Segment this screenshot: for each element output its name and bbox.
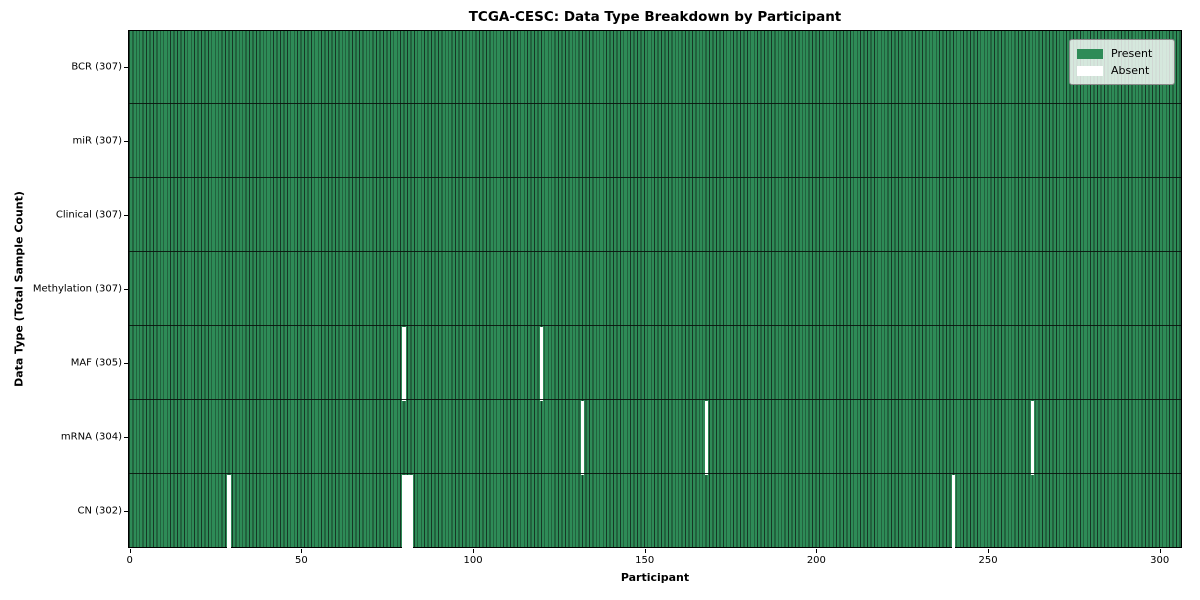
row-separator	[129, 251, 1181, 253]
x-tick-mark	[816, 549, 818, 553]
x-axis-tick-label: 0	[126, 555, 133, 566]
x-tick-mark	[129, 549, 131, 553]
y-axis-tick-label: MAF (305)	[70, 357, 122, 369]
x-tick-mark	[644, 549, 646, 553]
x-axis-tick-label: 100	[463, 555, 483, 566]
y-tick-mark	[124, 437, 128, 438]
legend-absent-swatch	[1077, 65, 1103, 76]
y-axis-tick-label: Clinical (307)	[55, 209, 122, 221]
absent-cell	[409, 474, 413, 549]
y-axis-tick-label: miR (307)	[72, 135, 122, 147]
chart-title: TCGA-CESC: Data Type Breakdown by Partic…	[468, 9, 842, 25]
legend: Present Absent	[1069, 39, 1175, 85]
row-separator	[129, 399, 1181, 401]
y-tick-mark	[124, 215, 128, 216]
y-axis-label: Data Type (Total Sample Count)	[12, 191, 26, 387]
x-tick-mark	[301, 549, 303, 553]
x-tick-mark	[1159, 549, 1161, 553]
x-axis-tick-label: 200	[806, 555, 826, 566]
x-axis-label: Participant	[620, 571, 690, 584]
y-tick-mark	[124, 511, 128, 512]
y-axis-tick-label: CN (302)	[77, 505, 122, 517]
y-axis-tick-label: mRNA (304)	[60, 431, 122, 443]
legend-item-absent: Absent	[1077, 62, 1167, 79]
absent-cell	[402, 474, 406, 549]
legend-present-label: Present	[1111, 47, 1153, 60]
absent-cell	[704, 400, 708, 475]
x-tick-mark	[988, 549, 990, 553]
absent-cell	[539, 326, 544, 401]
x-axis-tick-label: 300	[1150, 555, 1170, 566]
absent-cell	[402, 326, 406, 401]
y-tick-mark	[124, 67, 128, 68]
legend-absent-label: Absent	[1111, 64, 1150, 77]
absent-cell	[405, 474, 410, 549]
row-separator	[129, 473, 1181, 475]
absent-cell	[951, 474, 956, 549]
legend-present-swatch	[1077, 48, 1103, 59]
absent-cell	[580, 400, 585, 475]
y-axis-tick-label: BCR (307)	[71, 61, 122, 73]
x-axis-tick-label: 150	[635, 555, 655, 566]
y-tick-mark	[124, 141, 128, 142]
absent-cell	[227, 474, 231, 549]
plot-area	[128, 30, 1182, 549]
row-separator	[129, 325, 1181, 327]
row-separator	[129, 103, 1181, 105]
y-axis-tick-label: Methylation (307)	[32, 283, 122, 295]
x-tick-mark	[473, 549, 475, 553]
legend-item-present: Present	[1077, 45, 1167, 62]
absent-cell	[1030, 400, 1035, 475]
y-tick-mark	[124, 363, 128, 364]
y-tick-mark	[124, 289, 128, 290]
x-axis-tick-label: 50	[295, 555, 308, 566]
x-axis-tick-label: 250	[978, 555, 998, 566]
row-separator	[129, 177, 1181, 179]
